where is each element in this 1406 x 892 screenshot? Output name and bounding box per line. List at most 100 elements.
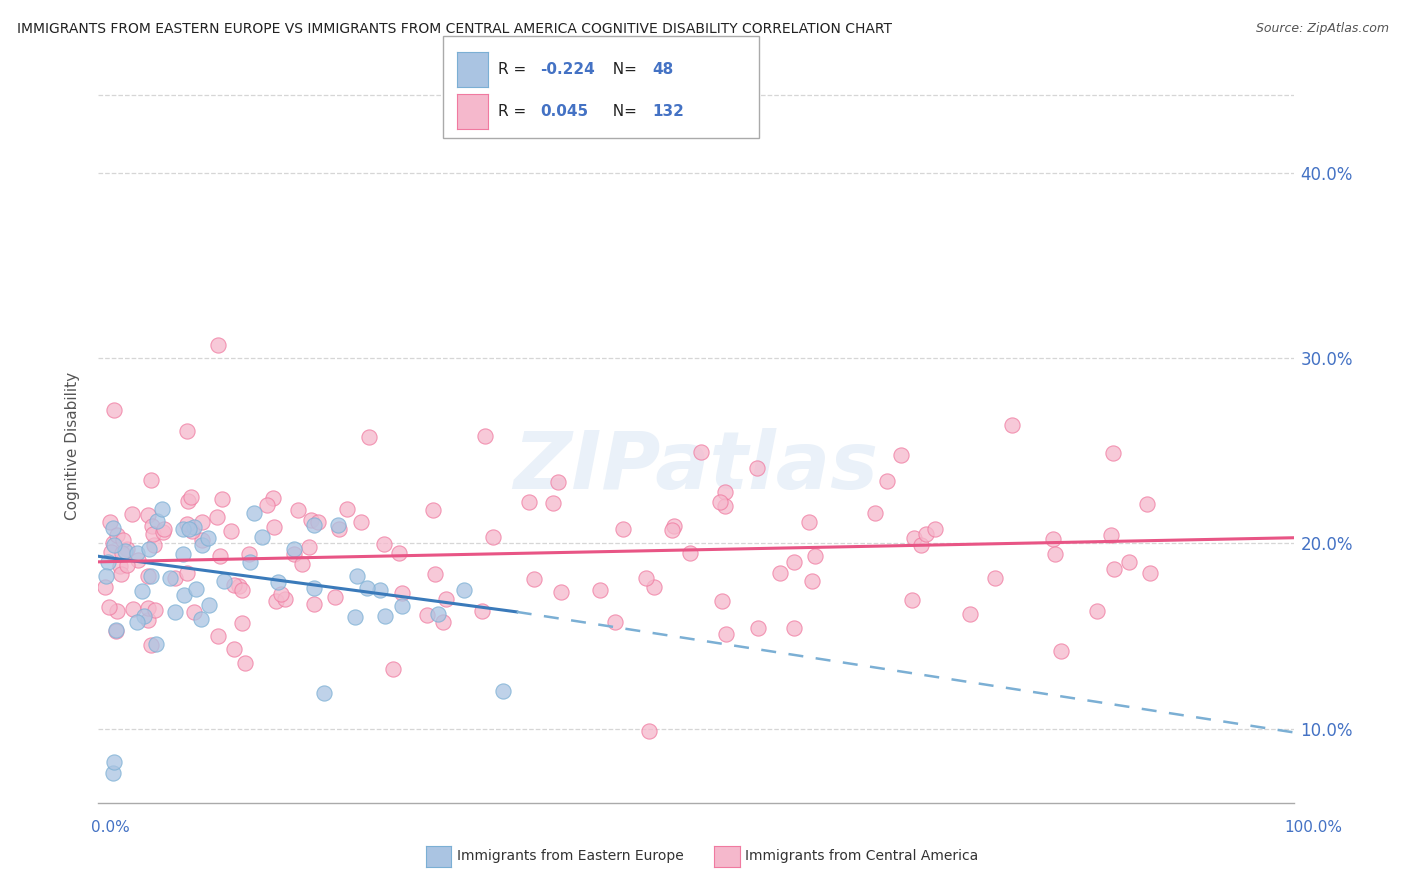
Point — [799, 515, 821, 529]
Point — [423, 566, 446, 581]
Point — [233, 656, 256, 670]
Point — [222, 578, 245, 592]
Point — [111, 533, 134, 547]
Text: R =: R = — [498, 62, 531, 77]
Point — [605, 615, 627, 629]
Point — [115, 542, 138, 557]
Point — [191, 515, 214, 529]
Point — [163, 605, 186, 619]
Point — [114, 544, 136, 558]
Point — [984, 571, 1007, 585]
Point — [176, 516, 198, 531]
Text: 132: 132 — [652, 104, 685, 119]
Point — [299, 513, 322, 527]
Point — [264, 594, 287, 608]
Point — [101, 766, 124, 780]
Point — [176, 566, 198, 581]
Point — [186, 582, 208, 596]
Point — [150, 502, 173, 516]
Point — [1000, 417, 1022, 432]
Point — [183, 520, 205, 534]
Point — [191, 538, 214, 552]
Point — [612, 522, 634, 536]
Point — [328, 522, 350, 536]
Point — [783, 621, 806, 635]
Point — [117, 558, 139, 573]
Point — [205, 510, 228, 524]
Point — [1118, 556, 1140, 570]
Text: 100.0%: 100.0% — [1285, 821, 1343, 835]
Point — [915, 527, 938, 541]
Point — [153, 522, 176, 536]
Point — [1042, 532, 1064, 546]
Point — [427, 607, 450, 621]
Point — [181, 524, 204, 539]
Text: ZIPatlas: ZIPatlas — [513, 428, 879, 507]
Point — [924, 522, 946, 536]
Point — [747, 621, 769, 635]
Point — [256, 499, 278, 513]
Text: IMMIGRANTS FROM EASTERN EUROPE VS IMMIGRANTS FROM CENTRAL AMERICA COGNITIVE DISA: IMMIGRANTS FROM EASTERN EUROPE VS IMMIGR… — [17, 22, 891, 37]
Point — [391, 599, 413, 613]
Point — [141, 473, 163, 487]
Point — [222, 641, 245, 656]
Point — [903, 531, 925, 545]
Point — [432, 615, 454, 629]
Point — [304, 581, 326, 595]
Point — [122, 602, 145, 616]
Point — [138, 601, 160, 615]
Point — [152, 524, 174, 539]
Point — [131, 584, 153, 599]
Point — [491, 684, 513, 698]
Text: Immigrants from Central America: Immigrants from Central America — [745, 849, 979, 863]
Point — [709, 495, 731, 509]
Point — [283, 541, 305, 556]
Point — [138, 541, 160, 556]
Point — [550, 585, 572, 599]
Point — [876, 475, 898, 489]
Text: 48: 48 — [652, 62, 673, 77]
Point — [176, 425, 198, 439]
Point — [302, 517, 325, 532]
Point — [270, 587, 292, 601]
Point — [890, 448, 912, 462]
Text: N=: N= — [603, 104, 643, 119]
Point — [643, 580, 665, 594]
Point — [1049, 644, 1071, 658]
Point — [173, 588, 195, 602]
Point — [228, 579, 250, 593]
Point — [207, 629, 229, 643]
Point — [108, 558, 131, 573]
Point — [1085, 603, 1108, 617]
Point — [1139, 566, 1161, 581]
Point — [711, 594, 734, 608]
Point — [302, 597, 325, 611]
Point — [98, 515, 121, 529]
Point — [1136, 497, 1159, 511]
Point — [416, 608, 439, 623]
Point — [801, 574, 824, 588]
Point — [388, 546, 411, 560]
Point — [900, 593, 922, 607]
Point — [523, 573, 546, 587]
Point — [804, 549, 827, 563]
Point — [1104, 562, 1126, 576]
Point — [481, 530, 505, 544]
Point — [190, 533, 212, 547]
Point — [125, 615, 148, 629]
Point — [517, 495, 540, 509]
Text: 0.045: 0.045 — [540, 104, 588, 119]
Text: 0.0%: 0.0% — [91, 821, 131, 835]
Point — [359, 430, 381, 444]
Point — [94, 569, 117, 583]
Point — [745, 461, 768, 475]
Point — [207, 338, 229, 352]
Point — [101, 535, 124, 549]
Text: -0.224: -0.224 — [540, 62, 595, 77]
Point — [105, 528, 128, 542]
Point — [132, 609, 155, 624]
Point — [783, 555, 806, 569]
Point — [142, 527, 165, 541]
Point — [453, 583, 475, 598]
Point — [143, 538, 166, 552]
